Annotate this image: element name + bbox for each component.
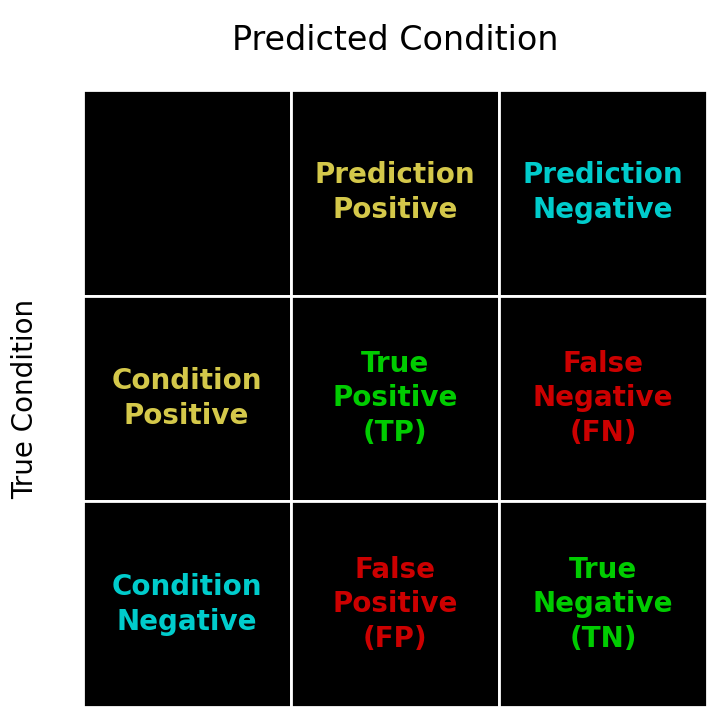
Text: Positive: Positive (332, 385, 457, 412)
Text: False: False (563, 350, 643, 378)
Text: Positive: Positive (332, 196, 457, 224)
Bar (499, 296, 707, 501)
Text: Positive: Positive (124, 402, 249, 429)
Text: Prediction: Prediction (314, 162, 475, 190)
Text: (TP): (TP) (363, 419, 427, 447)
Bar (291, 296, 499, 501)
Bar (291, 501, 499, 707)
Text: Negative: Negative (116, 607, 257, 635)
Text: Prediction: Prediction (523, 162, 684, 190)
Bar (83, 296, 291, 501)
Bar (291, 90, 499, 296)
Bar (499, 501, 707, 707)
Text: False: False (355, 556, 435, 584)
Bar (83, 501, 291, 707)
Text: (TN): (TN) (569, 625, 637, 653)
Text: Negative: Negative (533, 196, 673, 224)
Text: True Condition: True Condition (11, 299, 39, 498)
Text: Predicted Condition: Predicted Condition (232, 24, 558, 57)
Text: (FP): (FP) (363, 625, 427, 653)
Text: (FN): (FN) (569, 419, 637, 447)
Text: Positive: Positive (332, 590, 457, 618)
Text: Negative: Negative (533, 590, 673, 618)
Text: Negative: Negative (533, 385, 673, 412)
Bar (83, 90, 291, 296)
Text: Condition: Condition (111, 573, 262, 601)
Text: True: True (360, 350, 429, 378)
Bar (499, 90, 707, 296)
Text: True: True (569, 556, 638, 584)
Text: Condition: Condition (111, 368, 262, 395)
